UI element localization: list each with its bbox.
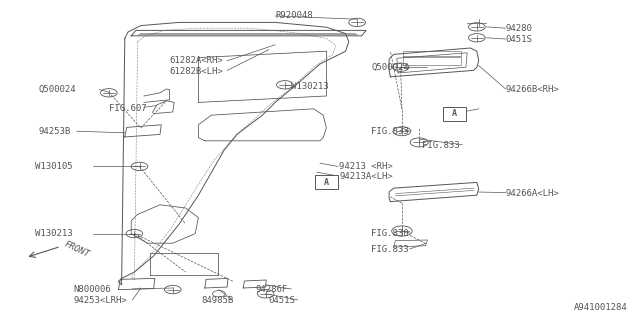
Text: 0451S: 0451S <box>269 296 296 305</box>
Text: 84985B: 84985B <box>202 296 234 305</box>
Text: Q500024: Q500024 <box>371 63 409 72</box>
Text: R920048: R920048 <box>275 12 313 20</box>
Text: FIG.607: FIG.607 <box>109 104 147 113</box>
Text: 61282B<LH>: 61282B<LH> <box>170 68 223 76</box>
Text: 94253B: 94253B <box>38 127 70 136</box>
Text: FRONT: FRONT <box>63 240 91 259</box>
Text: FIG.833: FIG.833 <box>371 245 409 254</box>
Text: 94213 <RH>: 94213 <RH> <box>339 162 393 171</box>
Text: A: A <box>452 109 457 118</box>
Text: A941001284: A941001284 <box>573 303 627 312</box>
FancyBboxPatch shape <box>443 107 466 121</box>
Text: 94213A<LH>: 94213A<LH> <box>339 172 393 181</box>
Text: 94280: 94280 <box>506 24 532 33</box>
Text: N800006: N800006 <box>74 285 111 294</box>
Text: 0451S: 0451S <box>506 36 532 44</box>
Text: 94266B<RH>: 94266B<RH> <box>506 85 559 94</box>
Text: 94253<LRH>: 94253<LRH> <box>74 296 127 305</box>
Text: FIG.833: FIG.833 <box>422 141 460 150</box>
Text: 61282A<RH>: 61282A<RH> <box>170 56 223 65</box>
Text: Q500024: Q500024 <box>38 85 76 94</box>
Text: 94266A<LH>: 94266A<LH> <box>506 189 559 198</box>
Text: W130213: W130213 <box>35 229 73 238</box>
Text: 94286F: 94286F <box>256 285 288 294</box>
FancyBboxPatch shape <box>315 175 338 189</box>
Text: W130213: W130213 <box>291 82 329 91</box>
Text: FIG.833: FIG.833 <box>371 127 409 136</box>
Text: FIG.830: FIG.830 <box>371 229 409 238</box>
Text: A: A <box>324 178 329 187</box>
Text: W130105: W130105 <box>35 162 73 171</box>
